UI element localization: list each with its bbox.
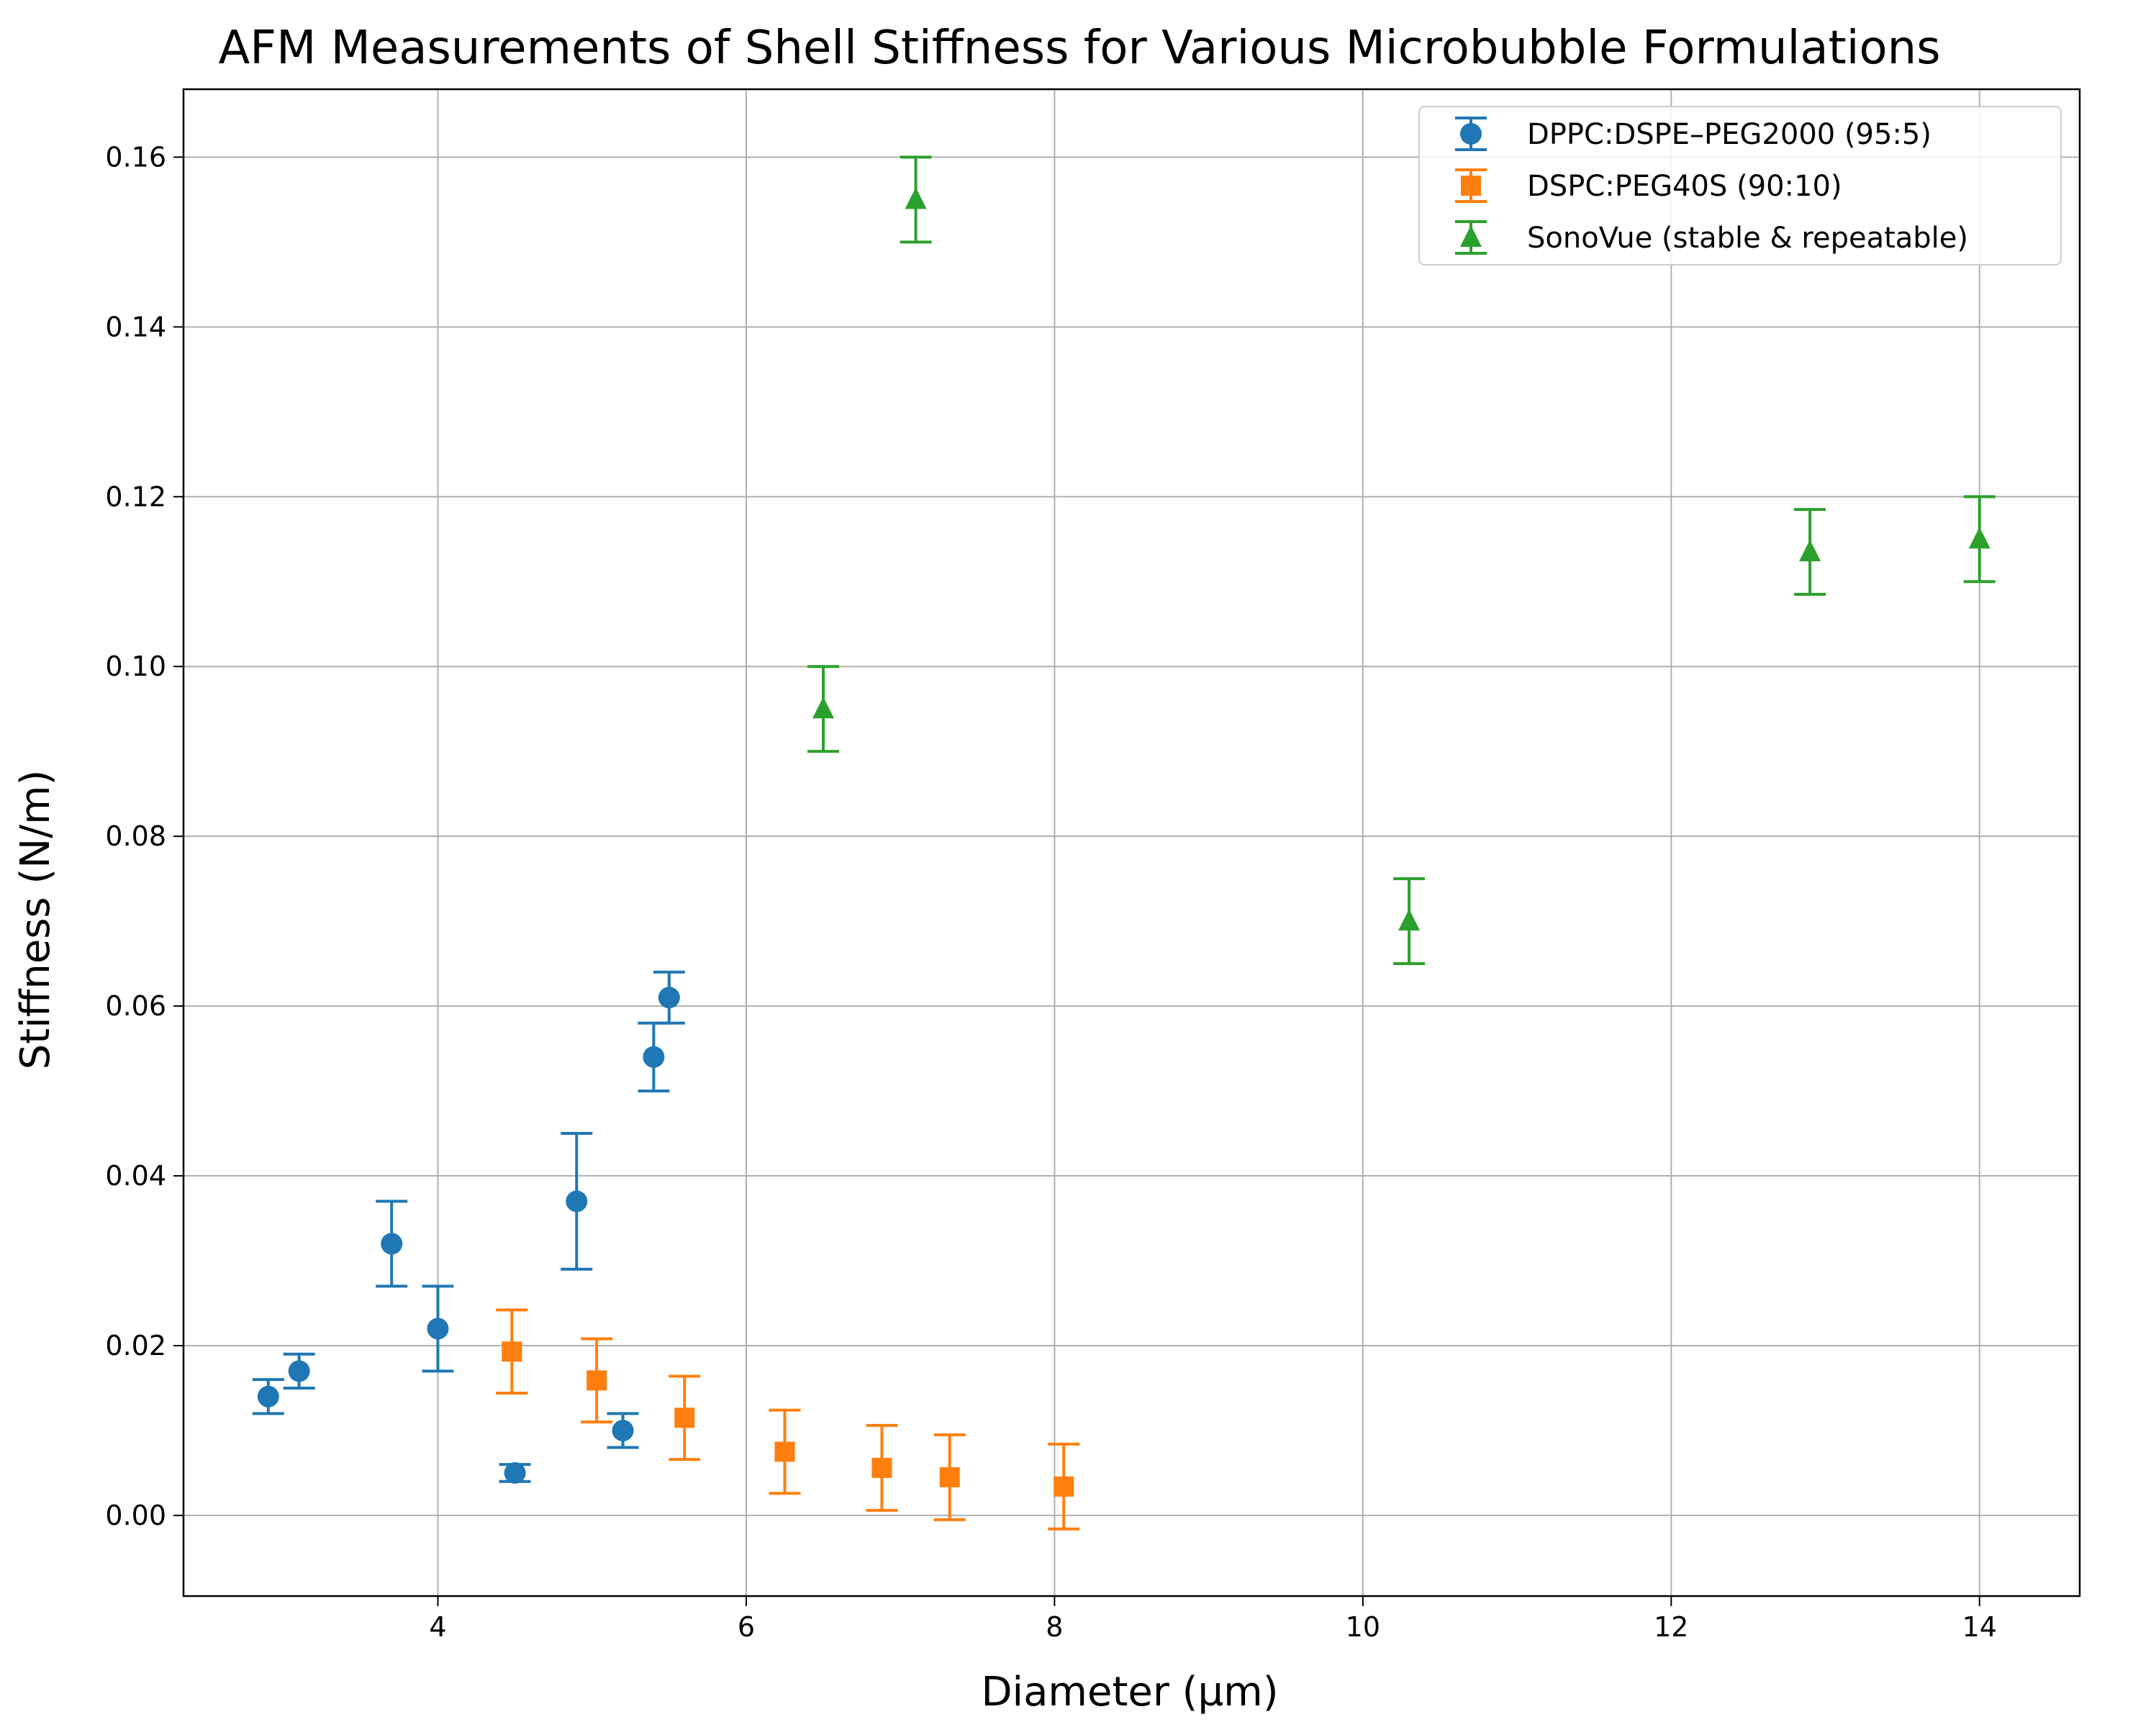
legend-item: SonoVue (stable & repeatable) — [1455, 220, 1968, 255]
data-point — [1799, 539, 1821, 561]
data-point — [1968, 527, 1990, 549]
data-point — [939, 1467, 960, 1487]
data-point — [674, 1408, 695, 1428]
x-tick-label: 4 — [429, 1611, 446, 1643]
y-tick-label: 0.06 — [105, 990, 166, 1022]
series-2 — [496, 1308, 1080, 1531]
data-point — [905, 187, 927, 209]
data-point — [1054, 1476, 1074, 1497]
y-tick-label: 0.14 — [105, 311, 166, 343]
data-point — [871, 1457, 892, 1478]
x-axis-label: Diameter (µm) — [981, 1669, 1278, 1716]
data-series — [252, 155, 1996, 1531]
y-tick-label: 0.02 — [105, 1330, 166, 1361]
y-tick-label: 0.12 — [105, 481, 166, 512]
data-point — [381, 1233, 403, 1255]
legend-marker — [1460, 225, 1482, 247]
data-point — [504, 1462, 526, 1484]
y-axis-label: Stiffness (N/m) — [12, 770, 59, 1070]
legend-label: DSPC:PEG40S (90:10) — [1527, 170, 1842, 203]
data-point — [586, 1370, 607, 1391]
x-tick-label: 10 — [1346, 1611, 1380, 1643]
legend-marker — [1461, 176, 1481, 196]
data-point — [774, 1441, 795, 1462]
series-1 — [252, 970, 685, 1484]
chart-title: AFM Measurements of Shell Stiffness for … — [218, 22, 1940, 75]
legend-label: DPPC:DSPE–PEG2000 (95:5) — [1527, 118, 1931, 151]
y-tick-label: 0.10 — [105, 651, 166, 682]
series-3 — [807, 155, 1996, 966]
plot-frame — [182, 88, 2081, 1598]
data-point — [643, 1046, 665, 1068]
data-point — [1398, 909, 1421, 931]
data-point — [566, 1190, 588, 1213]
y-tick-label: 0.04 — [105, 1160, 166, 1192]
data-point — [427, 1318, 449, 1340]
legend-label: SonoVue (stable & repeatable) — [1527, 222, 1968, 255]
x-tick-label: 6 — [738, 1611, 755, 1643]
y-tick-label: 0.16 — [105, 141, 166, 173]
data-point — [502, 1341, 522, 1362]
data-point — [288, 1360, 310, 1382]
axis-ticks: 4 6 8 10 12 14 0.00 0.02 0.04 0.06 0.08 0.10 0.12 0.1… — [105, 141, 1997, 1643]
legend-item: DPPC:DSPE–PEG2000 (95:5) — [1455, 117, 1931, 151]
legend-item: DSPC:PEG40S (90:10) — [1455, 168, 1842, 203]
data-point — [612, 1419, 634, 1441]
y-tick-label: 0.00 — [105, 1500, 166, 1531]
data-point — [812, 697, 835, 719]
grid — [184, 89, 2080, 1596]
x-tick-label: 8 — [1046, 1611, 1063, 1643]
x-tick-label: 14 — [1962, 1611, 1997, 1643]
legend-box — [1418, 106, 2062, 266]
legend-marker — [1460, 123, 1482, 145]
data-point — [658, 987, 680, 1009]
data-point — [257, 1385, 279, 1408]
legend: DPPC:DSPE–PEG2000 (95:5) DSPC:PEG40S (90:… — [1418, 106, 2062, 266]
x-tick-label: 12 — [1654, 1611, 1688, 1643]
y-tick-label: 0.08 — [105, 820, 166, 852]
